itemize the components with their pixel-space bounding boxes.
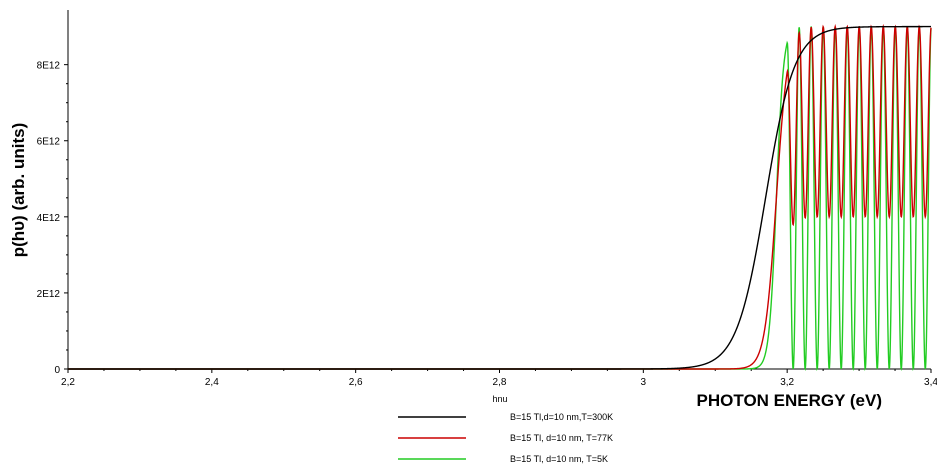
legend-label: B=15 Tl, d=10 nm, T=77K: [510, 433, 613, 443]
y-axis-title: p(hυ) (arb. units): [9, 123, 28, 258]
x-tick-label: 2,8: [493, 377, 507, 388]
x-tick-label: 2,4: [205, 377, 219, 388]
y-tick-label: 0: [54, 365, 60, 376]
x-axis-title: PHOTON ENERGY (eV): [697, 391, 882, 410]
x-tick-label: 2,6: [349, 377, 363, 388]
legend-label: B=15 Tl, d=10 nm, T=5K: [510, 454, 608, 464]
x-tick-label: 3,4: [924, 377, 937, 388]
legend: B=15 Tl,d=10 nm,T=300K B=15 Tl, d=10 nm, …: [398, 412, 613, 464]
y-tick-label: 8E12: [37, 61, 61, 72]
y-tick-label: 4E12: [37, 213, 61, 224]
x-ticks: 2,2 2,4 2,6 2,8 3 3,2 3,4: [61, 369, 937, 388]
x-tick-label: 3: [641, 377, 647, 388]
x-tick-label: 3,2: [780, 377, 794, 388]
x-tick-label: 2,2: [61, 377, 75, 388]
plot-area: [68, 27, 931, 369]
y-ticks: 0 2E12 4E12 6E12 8E12: [37, 61, 68, 376]
y-tick-label: 6E12: [37, 137, 61, 148]
legend-label: B=15 Tl,d=10 nm,T=300K: [510, 412, 613, 422]
y-tick-label: 2E12: [37, 289, 61, 300]
x-variable-label: hnu: [492, 394, 507, 404]
